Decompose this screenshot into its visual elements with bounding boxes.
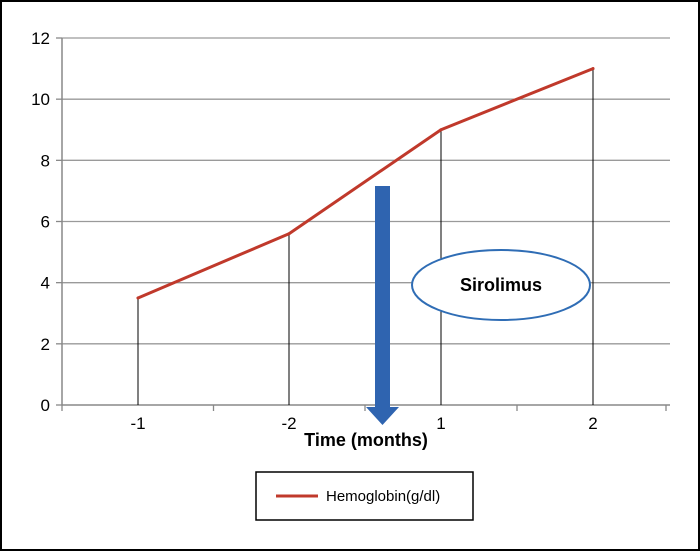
x-tick-label: 1 [436, 414, 445, 433]
legend-label: Hemoglobin(g/dl) [326, 488, 440, 505]
hemoglobin-series-line [136, 67, 595, 300]
y-tick-label: 2 [41, 335, 50, 354]
y-tick-label: 8 [41, 151, 50, 170]
hemoglobin-data-point [287, 232, 291, 236]
x-tick-label: 2 [588, 414, 597, 433]
y-tick-label: 4 [41, 274, 50, 293]
gridlines [61, 37, 670, 406]
sirolimus-callout: Sirolimus [411, 249, 591, 321]
series-layer [136, 67, 595, 300]
x-tick-label: -2 [281, 414, 296, 433]
x-axis-ticks: -1 -2 1 2 [61, 405, 667, 433]
x-tick-label: -1 [130, 414, 145, 433]
sirolimus-ellipse [411, 249, 591, 321]
sirolimus-arrow [366, 186, 399, 425]
x-axis-title: Time (months) [304, 430, 428, 450]
y-axis-ticks: 0 2 4 6 8 10 12 [31, 29, 62, 415]
hemoglobin-data-point [439, 128, 443, 132]
hemoglobin-data-point [591, 67, 595, 71]
hemoglobin-data-point [136, 296, 140, 300]
y-tick-label: 0 [41, 396, 50, 415]
y-tick-label: 6 [41, 213, 50, 232]
arrow-shaft [375, 186, 390, 408]
arrow-head [366, 407, 399, 425]
y-tick-label: 12 [31, 29, 50, 48]
sirolimus-label: Sirolimus [460, 275, 542, 295]
y-tick-label: 10 [31, 90, 50, 109]
drop-lines [137, 68, 594, 405]
legend: Hemoglobin(g/dl) [255, 471, 474, 521]
